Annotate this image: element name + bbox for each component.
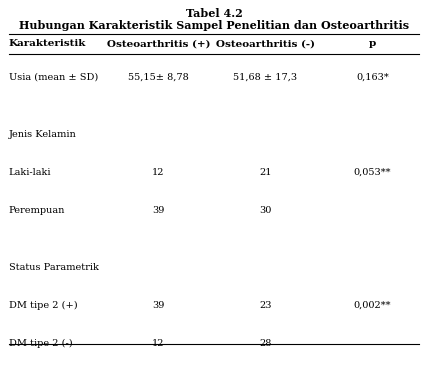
Text: DM tipe 2 (-): DM tipe 2 (-) bbox=[9, 339, 72, 348]
Text: Osteoarthritis (-): Osteoarthritis (-) bbox=[216, 39, 315, 49]
Text: Jenis Kelamin: Jenis Kelamin bbox=[9, 130, 76, 139]
Text: p: p bbox=[369, 39, 376, 49]
Text: 51,68 ± 17,3: 51,68 ± 17,3 bbox=[233, 73, 297, 82]
Text: 0,002**: 0,002** bbox=[354, 301, 391, 310]
Text: 28: 28 bbox=[259, 339, 271, 348]
Text: 12: 12 bbox=[152, 339, 165, 348]
Text: Perempuan: Perempuan bbox=[9, 206, 65, 215]
Text: Karakteristik: Karakteristik bbox=[9, 39, 86, 49]
Text: 23: 23 bbox=[259, 301, 272, 310]
Text: Tabel 4.2: Tabel 4.2 bbox=[186, 8, 242, 19]
Text: 0,053**: 0,053** bbox=[354, 168, 391, 177]
Text: Status Parametrik: Status Parametrik bbox=[9, 263, 98, 272]
Text: DM tipe 2 (+): DM tipe 2 (+) bbox=[9, 301, 77, 310]
Text: 30: 30 bbox=[259, 206, 271, 215]
Text: 39: 39 bbox=[152, 206, 164, 215]
Text: 21: 21 bbox=[259, 168, 272, 177]
Text: Hubungan Karakteristik Sampel Penelitian dan Osteoarthritis: Hubungan Karakteristik Sampel Penelitian… bbox=[19, 20, 409, 31]
Text: Usia (mean ± SD): Usia (mean ± SD) bbox=[9, 73, 98, 82]
Text: Laki-laki: Laki-laki bbox=[9, 168, 51, 177]
Text: 39: 39 bbox=[152, 301, 164, 310]
Text: 55,15± 8,78: 55,15± 8,78 bbox=[128, 73, 189, 82]
Text: Osteoarthritis (+): Osteoarthritis (+) bbox=[107, 39, 210, 49]
Text: 12: 12 bbox=[152, 168, 165, 177]
Text: 0,163*: 0,163* bbox=[356, 73, 389, 82]
